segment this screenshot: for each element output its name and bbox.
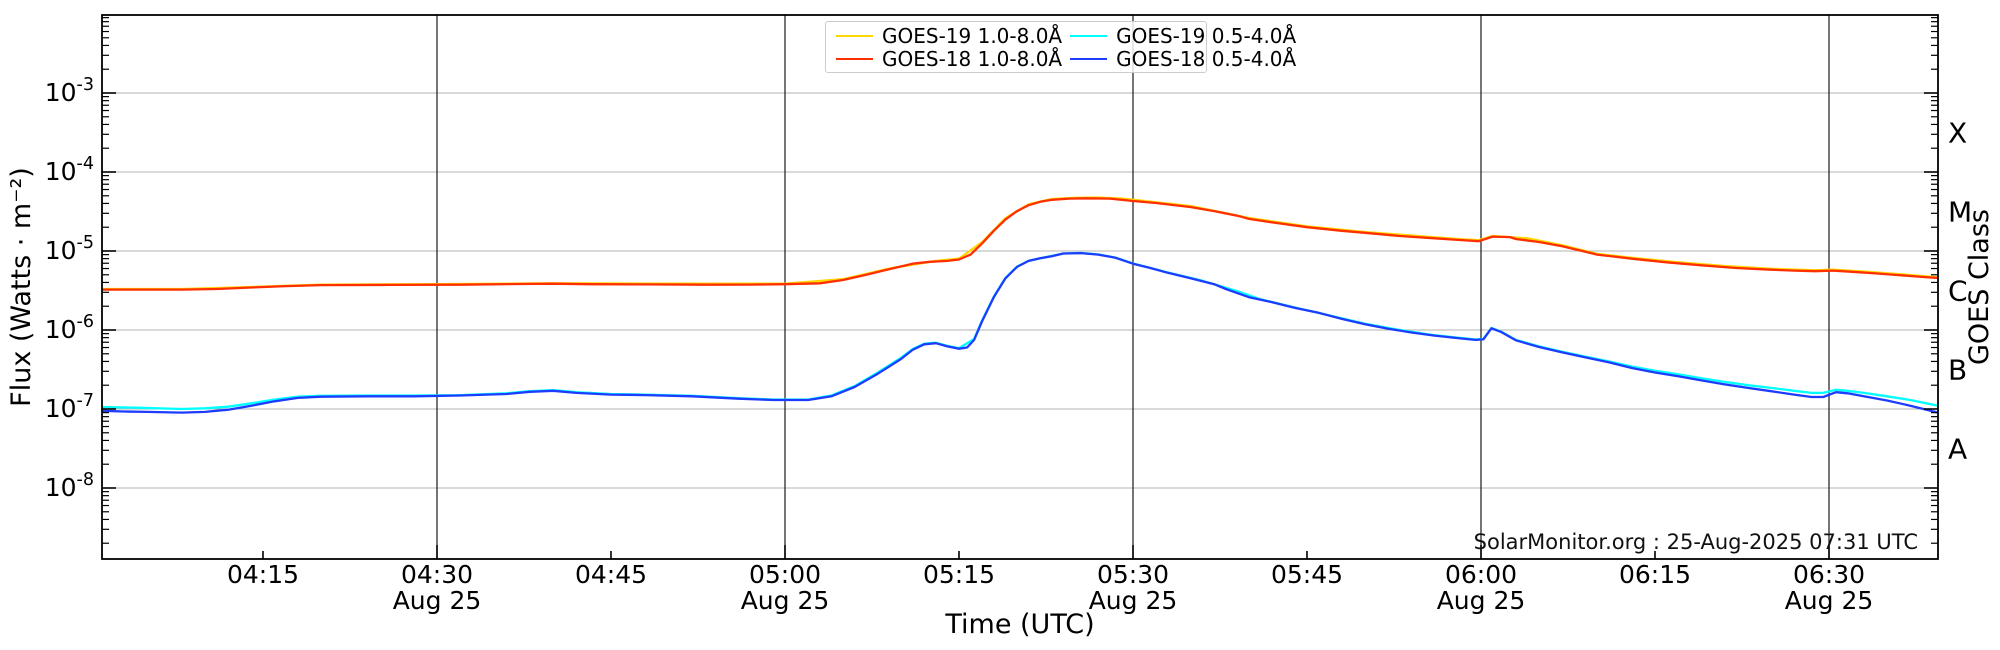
y-tick-label: 10-6 (45, 312, 94, 344)
x-tick-date-label: Aug 25 (741, 586, 830, 615)
legend-item-goes-19-0-5-4-0-: GOES-19 0.5-4.0Å (1070, 26, 1296, 46)
goes-class-letter: C (1948, 275, 1968, 308)
x-tick-date-label: Aug 25 (1785, 586, 1874, 615)
watermark: SolarMonitor.org : 25-Aug-2025 07:31 UTC (1474, 530, 1918, 554)
legend-label: GOES-19 1.0-8.0Å (882, 23, 1063, 48)
y-tick-label: 10-5 (45, 233, 94, 265)
plot-frame (101, 14, 1939, 560)
x-tick-label: 05:45 (1271, 560, 1343, 589)
series-goes-19-0-5-4-0- (102, 251, 1938, 411)
y-axis-label: Flux (Watts · m⁻²) (6, 167, 37, 407)
axes-frame-and-ticks (101, 14, 1939, 560)
legend-label: GOES-18 0.5-4.0Å (1116, 46, 1297, 71)
legend: GOES-19 1.0-8.0Å GOES-19 0.5-4.0Å GOES-18 … (825, 21, 1296, 73)
series-goes-18-1-0-8-0- (102, 197, 1938, 291)
goes-class-letter: A (1948, 433, 1967, 466)
series-goes-19-1-0-8-0- (102, 196, 1938, 291)
right-axis-label: GOES Class (1964, 209, 1995, 365)
legend-line-sample (1070, 34, 1108, 37)
series-goes-18-0-5-4-0- (102, 251, 1938, 414)
legend-item-goes-18-1-0-8-0-: GOES-18 1.0-8.0Å (836, 49, 1062, 69)
legend-line-sample (836, 57, 873, 60)
legend-item-goes-19-1-0-8-0-: GOES-19 1.0-8.0Å (836, 26, 1062, 46)
x-tick-label: 04:15 (227, 560, 299, 589)
x-tick-date-label: Aug 25 (1437, 586, 1526, 615)
y-tick-label: 10-3 (45, 75, 94, 107)
gridlines (102, 15, 1938, 559)
y-tick-label: 10-4 (45, 154, 94, 186)
x-tick-label: 04:45 (575, 560, 647, 589)
x-tick-label: 06:30 (1793, 560, 1865, 589)
x-tick-date-label: Aug 25 (1089, 586, 1178, 615)
legend-label: GOES-18 1.0-8.0Å (882, 46, 1063, 71)
x-tick-label: 06:15 (1619, 560, 1691, 589)
flux-curves (102, 196, 1938, 414)
y-tick-label: 10-8 (45, 470, 94, 502)
legend-item-goes-18-0-5-4-0-: GOES-18 0.5-4.0Å (1070, 49, 1296, 69)
goes-class-letter: B (1948, 354, 1967, 387)
x-tick-label: 05:15 (923, 560, 995, 589)
goes-class-letter: X (1948, 117, 1967, 150)
y-tick-label: 10-7 (45, 391, 94, 423)
x-axis-label: Time (UTC) (944, 609, 1094, 640)
x-tick-label: 05:30 (1097, 560, 1169, 589)
legend-line-sample (836, 34, 873, 37)
goes-class-letter: M (1948, 196, 1972, 229)
x-tick-label: 04:30 (401, 560, 473, 589)
x-tick-label: 06:00 (1445, 560, 1517, 589)
x-tick-label: 05:00 (749, 560, 821, 589)
legend-label: GOES-19 0.5-4.0Å (1116, 23, 1297, 48)
legend-line-sample (1070, 57, 1108, 60)
x-tick-date-label: Aug 25 (393, 586, 482, 615)
